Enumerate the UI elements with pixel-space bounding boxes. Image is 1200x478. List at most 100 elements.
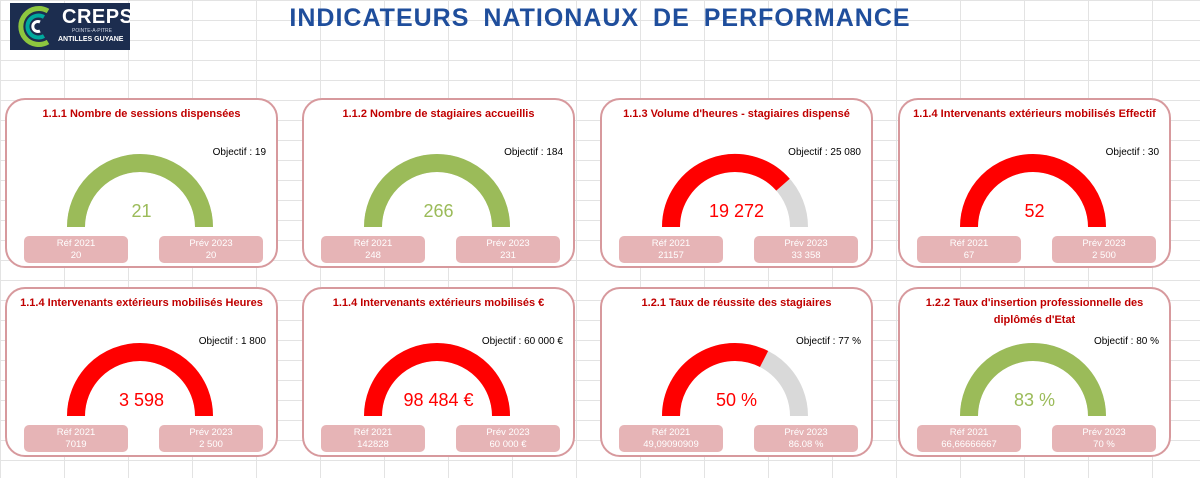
gauge-chart	[364, 343, 510, 417]
ref-2021-box: Réf 2021 21157	[619, 236, 723, 263]
kpi-card: 1.1.4 Intervenants extérieurs mobilisés …	[5, 287, 278, 457]
prev-2023-box: Prév 2023 60 000 €	[456, 425, 560, 452]
gauge-chart	[662, 343, 808, 417]
kpi-objective: Objectif : 30	[1105, 147, 1159, 158]
gauge-chart	[67, 154, 213, 228]
kpi-objective: Objectif : 25 080	[788, 147, 861, 158]
prev-2023-box: Prév 2023 86.08 %	[754, 425, 858, 452]
kpi-title: 1.1.3 Volume d'heures - stagiaires dispe…	[623, 108, 850, 120]
kpi-title: 1.1.4 Intervenants extérieurs mobilisés …	[913, 108, 1156, 120]
box-value: 67	[963, 250, 975, 261]
kpi-objective: Objectif : 60 000 €	[481, 336, 563, 347]
kpi-objective: Objectif : 19	[212, 147, 266, 158]
ref-2021-box: Réf 2021 66,66666667	[917, 425, 1021, 452]
box-value: 7019	[65, 439, 87, 450]
box-label: Réf 2021	[56, 427, 96, 438]
kpi-value: 98 484 €	[403, 390, 474, 410]
box-value: 49,09090909	[643, 439, 699, 450]
box-label: Réf 2021	[949, 238, 989, 249]
kpi-title: 1.1.2 Nombre de stagiaires accueillis	[342, 108, 535, 120]
prev-2023-box: Prév 2023 231	[456, 236, 560, 263]
prev-2023-box: Prév 2023 33 358	[754, 236, 858, 263]
box-label: Réf 2021	[353, 427, 393, 438]
logo-subtitle-small: POINTE-A-PITRE	[72, 28, 113, 34]
prev-2023-box: Prév 2023 2 500	[159, 425, 263, 452]
kpi-card: 1.1.2 Nombre de stagiaires accueillis Obj…	[302, 98, 575, 268]
kpi-value: 83 %	[1013, 390, 1056, 410]
kpi-title: 1.2.2 Taux d'insertion professionnelle d…	[925, 297, 1144, 326]
gauge-fill	[364, 343, 510, 417]
kpi-title: 1.1.4 Intervenants extérieurs mobilisés …	[20, 297, 263, 309]
gauge-fill	[960, 154, 1106, 228]
box-value: 21157	[658, 250, 684, 261]
box-label: Prév 2023	[784, 427, 828, 438]
gauge-chart	[364, 154, 510, 228]
ref-2021-box: Réf 2021 142828	[321, 425, 425, 452]
box-value: 66,66666667	[941, 439, 997, 450]
kpi-value: 19 272	[708, 201, 765, 221]
prev-2023-box: Prév 2023 70 %	[1052, 425, 1156, 452]
kpi-card: 1.1.1 Nombre de sessions dispensées Objec…	[5, 98, 278, 268]
box-value: 142828	[357, 439, 389, 450]
creps-logo-mark	[18, 6, 50, 47]
gauge-fill	[364, 154, 510, 228]
kpi-title: 1.1.1 Nombre de sessions dispensées	[42, 108, 241, 120]
creps-logo: CREPS POINTE-A-PITRE ANTILLES GUYANE	[10, 3, 130, 50]
box-label: Prév 2023	[1082, 238, 1126, 249]
kpi-card: 1.2.1 Taux de réussite des stagiaires Obj…	[600, 287, 873, 457]
box-value: 231	[500, 250, 516, 261]
ref-2021-box: Réf 2021 248	[321, 236, 425, 263]
gauge-fill	[662, 343, 769, 417]
kpi-objective: Objectif : 80 %	[1093, 336, 1159, 347]
gauge-fill	[960, 343, 1106, 417]
gauge-fill	[67, 343, 213, 417]
kpi-card: 1.2.2 Taux d'insertion professionnelle d…	[898, 287, 1171, 457]
kpi-value: 21	[131, 201, 152, 221]
ref-2021-box: Réf 2021 7019	[24, 425, 128, 452]
box-label: Prév 2023	[1082, 427, 1126, 438]
box-label: Prév 2023	[189, 238, 233, 249]
kpi-objective: Objectif : 77 %	[795, 336, 861, 347]
kpi-card: 1.1.4 Intervenants extérieurs mobilisés …	[302, 287, 575, 457]
box-value: 248	[365, 250, 381, 261]
box-value: 33 358	[791, 250, 821, 261]
box-label: Prév 2023	[784, 238, 828, 249]
kpi-title: 1.1.4 Intervenants extérieurs mobilisés …	[332, 297, 545, 309]
box-value: 2 500	[1092, 250, 1116, 261]
ref-2021-box: Réf 2021 49,09090909	[619, 425, 723, 452]
kpi-title: 1.2.1 Taux de réussite des stagiaires	[641, 297, 832, 309]
box-value: 20	[205, 250, 217, 261]
kpi-card: 1.1.3 Volume d'heures - stagiaires dispe…	[600, 98, 873, 268]
box-value: 20	[70, 250, 82, 261]
box-label: Réf 2021	[56, 238, 96, 249]
kpi-value: 266	[423, 201, 454, 221]
kpi-objective: Objectif : 184	[504, 147, 563, 158]
box-label: Réf 2021	[651, 238, 691, 249]
gauge-chart	[662, 154, 808, 228]
box-label: Prév 2023	[486, 238, 530, 249]
kpi-value: 50 %	[715, 390, 758, 410]
gauge-fill	[662, 154, 790, 228]
gauge-chart	[960, 343, 1106, 417]
box-label: Réf 2021	[651, 427, 691, 438]
box-value: 86.08 %	[788, 439, 824, 450]
kpi-objective: Objectif : 1 800	[198, 336, 266, 347]
gauge-fill	[67, 154, 213, 228]
box-value: 60 000 €	[489, 439, 527, 450]
gauge-chart	[960, 154, 1106, 228]
kpi-value: 52	[1024, 201, 1045, 221]
box-value: 70 %	[1093, 439, 1115, 450]
box-label: Prév 2023	[189, 427, 233, 438]
box-label: Réf 2021	[949, 427, 989, 438]
box-label: Réf 2021	[353, 238, 393, 249]
box-value: 2 500	[199, 439, 223, 450]
logo-subtitle: ANTILLES GUYANE	[58, 36, 124, 43]
prev-2023-box: Prév 2023 2 500	[1052, 236, 1156, 263]
ref-2021-box: Réf 2021 20	[24, 236, 128, 263]
page-title: INDICATEURS NATIONAUX DE PERFORMANCE	[289, 4, 911, 32]
ref-2021-box: Réf 2021 67	[917, 236, 1021, 263]
prev-2023-box: Prév 2023 20	[159, 236, 263, 263]
gauge-chart	[67, 343, 213, 417]
kpi-value: 3 598	[118, 390, 165, 410]
box-label: Prév 2023	[486, 427, 530, 438]
